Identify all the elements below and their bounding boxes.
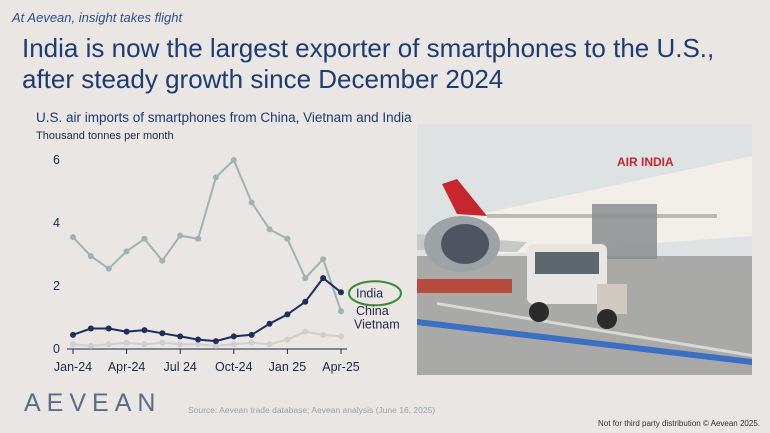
x-tick-label: Jan 25 <box>269 360 307 374</box>
data-point-india <box>105 325 112 332</box>
y-tick-label: 6 <box>53 153 60 167</box>
data-point-india <box>284 311 291 318</box>
y-tick-label: 0 <box>53 342 60 356</box>
data-point-china <box>320 256 327 263</box>
data-point-china <box>284 235 291 242</box>
y-tick-label: 4 <box>53 216 60 230</box>
tug-wheel-rear <box>597 309 617 329</box>
series-line-china <box>72 158 342 312</box>
data-point-china <box>266 226 273 233</box>
data-point-china <box>195 235 202 242</box>
data-point-china <box>230 157 237 163</box>
data-point-india <box>87 325 94 332</box>
airplane-photo-illustration: AIR INDIA <box>417 124 752 375</box>
photo-white-line <box>437 302 752 357</box>
data-point-vietnam <box>177 341 184 348</box>
data-point-vietnam <box>212 342 219 349</box>
data-point-vietnam <box>123 339 130 346</box>
data-point-china <box>123 248 130 255</box>
x-tick-label: Apr-24 <box>108 360 146 374</box>
data-point-india <box>159 330 166 337</box>
baggage-carts <box>417 279 512 293</box>
data-point-vietnam <box>284 336 291 343</box>
data-point-vietnam <box>338 333 344 340</box>
tug-wheel-front <box>529 302 549 322</box>
data-point-india <box>302 298 309 305</box>
data-point-vietnam <box>141 341 148 348</box>
data-point-india <box>230 333 237 340</box>
data-point-china <box>302 275 309 282</box>
india-highlight-ring <box>348 280 402 307</box>
data-point-india <box>195 336 202 343</box>
chart-title: U.S. air imports of smartphones from Chi… <box>36 110 412 125</box>
series-line-india <box>72 276 342 343</box>
company-logo: AEVEAN <box>24 389 162 417</box>
chart-y-label: Thousand tonnes per month <box>36 130 174 142</box>
data-point-vietnam <box>230 341 237 348</box>
data-point-vietnam <box>248 339 255 346</box>
chart-axes: 0 2 4 6 Jan-24 Apr-24 Jul 24 Oct-24 Jan 25 Apr-25 <box>53 153 360 374</box>
tug-windshield <box>535 252 599 274</box>
source-note: Source: Aevean trade database; Aevean an… <box>188 405 436 415</box>
x-tick-label: Apr-25 <box>322 360 360 374</box>
photo-blue-line <box>417 319 752 365</box>
data-point-india <box>320 275 327 282</box>
y-tick-label: 2 <box>53 279 60 293</box>
data-point-vietnam <box>320 331 327 338</box>
data-point-vietnam <box>87 342 94 349</box>
tug-rear <box>597 284 627 314</box>
data-point-india <box>266 320 273 327</box>
data-point-india <box>70 331 76 338</box>
data-point-india <box>141 327 148 334</box>
data-point-china <box>177 232 184 239</box>
data-point-india <box>338 289 344 296</box>
x-tick-label: Jan-24 <box>54 360 92 374</box>
data-point-vietnam <box>195 341 202 348</box>
airplane-photo: AIR INDIA <box>417 124 752 375</box>
data-point-china <box>248 199 255 206</box>
data-point-china <box>105 265 112 272</box>
series-line-vietnam <box>72 330 342 347</box>
data-point-china <box>87 253 94 260</box>
series-label-india: India <box>356 286 383 300</box>
series-label-china: China <box>356 304 389 318</box>
data-point-india <box>248 331 255 338</box>
data-point-china <box>141 235 148 242</box>
airplane-engine-intake <box>441 224 489 264</box>
chart-series <box>70 157 344 349</box>
data-point-vietnam <box>302 328 309 335</box>
data-point-vietnam <box>266 341 273 348</box>
data-point-vietnam <box>105 341 112 348</box>
data-point-vietnam <box>70 341 76 348</box>
data-point-china <box>70 234 76 241</box>
tagline: At Aevean, insight takes flight <box>12 10 183 25</box>
data-point-india <box>123 328 130 335</box>
data-point-vietnam <box>159 339 166 346</box>
x-tick-label: Oct-24 <box>215 360 253 374</box>
airplane-livery-text: AIR INDIA <box>617 155 674 169</box>
data-point-china <box>212 174 219 181</box>
airplane-tail <box>442 179 487 216</box>
headline: India is now the largest exporter of sma… <box>22 33 715 94</box>
x-tick-label: Jul 24 <box>164 360 197 374</box>
data-point-india <box>212 338 219 345</box>
data-point-china <box>159 257 166 264</box>
data-point-china <box>338 308 344 315</box>
series-label-vietnam: Vietnam <box>354 317 400 331</box>
footnote: Not for third party distribution © Aevea… <box>598 419 760 428</box>
data-point-india <box>177 333 184 340</box>
